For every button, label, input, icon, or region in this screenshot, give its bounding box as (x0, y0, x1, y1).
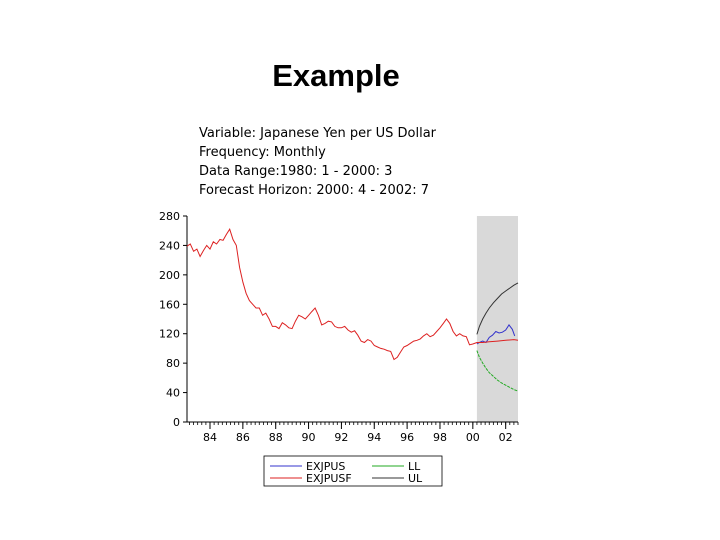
info-forecast-horizon: Forecast Horizon: 2000: 4 - 2002: 7 (199, 183, 430, 198)
slide-title: Example (272, 58, 400, 93)
x-tick-label: 94 (367, 431, 381, 444)
info-frequency: Frequency: Monthly (199, 145, 326, 160)
y-tick-label: 280 (159, 210, 180, 223)
series-line-ul (476, 282, 519, 335)
x-tick-label: 90 (302, 431, 316, 444)
x-tick-label: 96 (400, 431, 414, 444)
x-tick-label: 98 (433, 431, 447, 444)
y-tick-label: 240 (159, 239, 180, 252)
y-tick-label: 160 (159, 298, 180, 311)
info-data-range: Data Range:1980: 1 - 2000: 3 (199, 164, 393, 179)
y-tick-label: 40 (166, 387, 180, 400)
legend-label-exjpusf: EXJPUSF (306, 472, 352, 485)
y-tick-label: 80 (166, 357, 180, 370)
x-tick-label: 00 (466, 431, 480, 444)
legend-label-ll: LL (408, 460, 421, 473)
y-tick-label: 200 (159, 269, 180, 282)
legend-label-exjpus: EXJPUS (306, 460, 345, 473)
y-tick-label: 0 (173, 416, 180, 429)
x-tick-label: 84 (203, 431, 217, 444)
legend-label-ul: UL (408, 472, 423, 485)
x-tick-label: 88 (269, 431, 283, 444)
axes-layer: 0 40 80 120 160 200 240 280 84 86 88 90 92 94 96 98 00 02 (159, 210, 519, 444)
series-line-exjpusf (186, 228, 519, 361)
legend-box (263, 455, 443, 487)
x-tick-label: 02 (499, 431, 513, 444)
series-line-exjpus (476, 324, 516, 345)
series-layer (186, 228, 519, 392)
legend: EXJPUS LL EXJPUSF UL (263, 455, 443, 487)
y-tick-label: 120 (159, 328, 180, 341)
series-line-ll (476, 350, 519, 392)
x-tick-label: 92 (334, 431, 348, 444)
info-variable: Variable: Japanese Yen per US Dollar (199, 126, 437, 141)
x-tick-label: 86 (236, 431, 250, 444)
info-block: Variable: Japanese Yen per US Dollar Fre… (199, 124, 436, 200)
